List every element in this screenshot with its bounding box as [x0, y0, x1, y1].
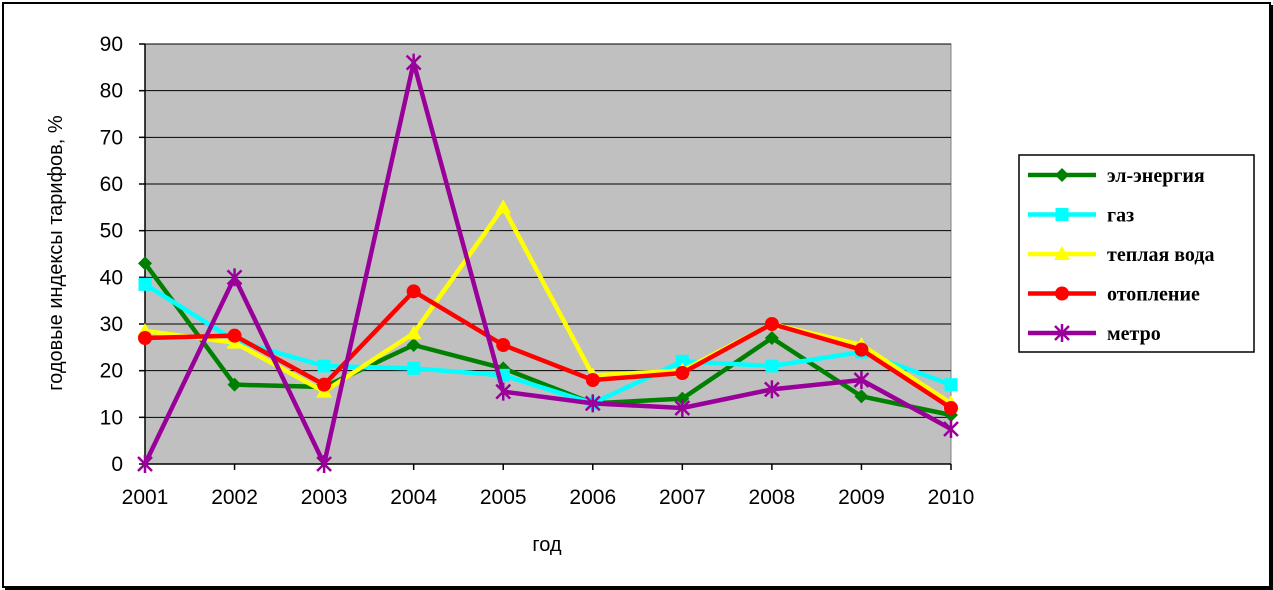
series-line: [143, 282, 952, 406]
series-4: [137, 53, 959, 473]
x-tick-label: 2004: [390, 486, 437, 509]
legend-label: отопление: [1107, 284, 1200, 306]
x-tick-label: 2006: [569, 486, 616, 509]
x-axis-title: год: [532, 534, 562, 556]
legend: эл-энергия газ теплая вода отопление метро: [1018, 154, 1255, 353]
legend-label: газ: [1107, 205, 1134, 227]
y-tick-label: 80: [100, 80, 123, 103]
x-tick-label: 2009: [838, 486, 885, 509]
y-tick-label: 20: [100, 360, 123, 383]
data-point: [227, 328, 242, 343]
series-lines: [137, 53, 959, 473]
data-point: [764, 380, 780, 399]
y-tick-label: 60: [100, 173, 123, 196]
legend-marker: [1055, 286, 1069, 301]
data-point: [317, 359, 331, 373]
legend-item: эл-энергия: [1028, 165, 1205, 187]
legend-item: метро: [1028, 323, 1161, 345]
x-tick-label: 2007: [659, 486, 706, 509]
data-point: [495, 382, 512, 401]
legend-item: газ: [1028, 205, 1134, 227]
data-point: [764, 317, 779, 331]
data-point: [944, 401, 958, 415]
data-point: [853, 371, 870, 389]
data-point: [407, 361, 421, 375]
data-point: [944, 378, 958, 392]
data-point: [226, 268, 243, 287]
data-point: [854, 389, 869, 404]
axes: 0 10 20 30 40 50 60 70 80 90 2001 2002 2003 2004 2005 2…: [100, 33, 975, 509]
series-3: [138, 284, 958, 415]
plot-area: [144, 43, 952, 465]
x-tick-label: 2008: [749, 486, 796, 509]
legend-marker: [1055, 168, 1069, 182]
legend-marker: [1055, 208, 1069, 221]
series-line: [143, 261, 952, 418]
y-tick-label: 50: [100, 220, 123, 243]
data-point: [406, 338, 421, 352]
data-point: [584, 394, 601, 413]
y-tick-label: 0: [111, 453, 123, 476]
y-tick-label: 40: [100, 266, 123, 289]
legend-label: теплая вода: [1107, 244, 1214, 266]
y-tick-label: 90: [100, 33, 123, 56]
data-point: [765, 359, 779, 373]
x-tick-label: 2003: [301, 486, 348, 509]
data-point: [495, 199, 512, 214]
data-point: [406, 284, 421, 299]
data-point: [138, 256, 152, 271]
data-point: [496, 338, 511, 352]
legend-marker: [1054, 324, 1070, 342]
data-point: [405, 325, 422, 340]
legend-item: теплая вода: [1028, 244, 1214, 266]
series-line: [142, 60, 953, 467]
series-line: [144, 289, 953, 410]
y-tick-label: 30: [100, 313, 123, 336]
x-tick-label: 2010: [928, 486, 975, 509]
legend-label: эл-энергия: [1107, 165, 1205, 187]
legend-item: отопление: [1028, 284, 1200, 306]
data-point: [764, 331, 779, 345]
x-tick-label: 2001: [122, 486, 169, 509]
data-point: [405, 53, 422, 72]
data-point: [675, 391, 690, 406]
data-point: [227, 377, 242, 392]
data-point: [317, 377, 332, 392]
data-point: [943, 420, 959, 438]
data-point: [675, 354, 689, 368]
plot-background: [144, 43, 952, 465]
data-point: [138, 331, 152, 345]
data-point: [137, 455, 153, 473]
y-tick-label: 70: [100, 126, 123, 149]
legend-marker: [1054, 246, 1070, 260]
data-point: [585, 373, 600, 387]
y-tick-label: 10: [100, 406, 123, 429]
data-point: [854, 342, 869, 357]
data-point: [674, 399, 691, 417]
legend-label: метро: [1107, 323, 1161, 345]
x-tick-label: 2002: [211, 486, 258, 509]
y-axis-title: годовые индексы тарифов, %: [45, 115, 67, 391]
data-point: [316, 455, 332, 473]
x-tick-label: 2005: [480, 486, 527, 509]
data-point: [675, 366, 690, 380]
data-point: [138, 277, 152, 291]
